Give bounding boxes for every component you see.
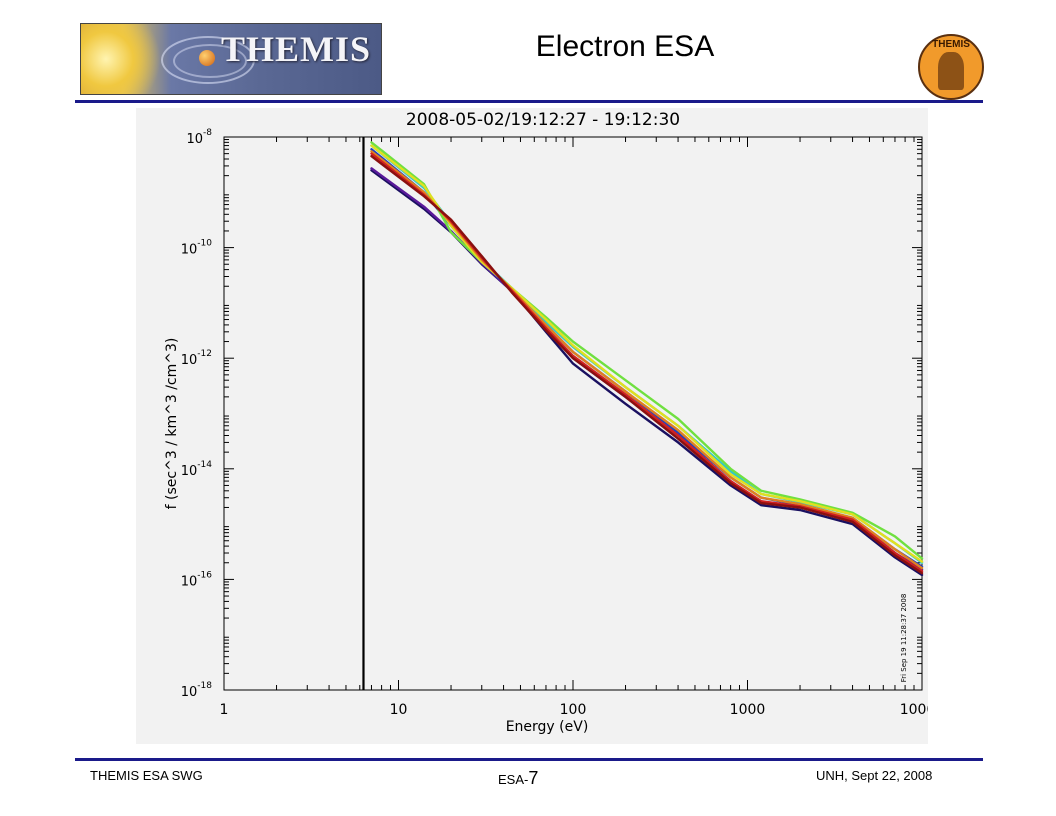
themis-badge-logo: THEMIS	[918, 34, 984, 100]
plot-frame	[223, 136, 923, 691]
themis-logo: THEMIS	[80, 23, 382, 95]
header-divider	[75, 100, 983, 103]
footer-left: THEMIS ESA SWG	[90, 768, 203, 783]
y-tick-label: 10-18	[181, 681, 213, 700]
series-line	[370, 144, 924, 563]
series-line	[370, 150, 924, 570]
footer-page-number: 7	[528, 768, 539, 788]
x-tick-label: 10	[390, 702, 408, 718]
y-tick-label: 10-14	[181, 460, 213, 479]
plot-background	[136, 108, 928, 744]
footer-right: UNH, Sept 22, 2008	[816, 768, 933, 783]
x-axis-label: Energy (eV)	[506, 719, 589, 735]
series-line	[370, 155, 924, 575]
y-tick-label: 10-8	[186, 128, 212, 147]
logo-wordmark: THEMIS	[221, 29, 372, 69]
magnetosphere-graphic	[161, 36, 255, 84]
sun-graphic	[81, 24, 161, 94]
y-tick-label: 10-16	[181, 570, 213, 589]
x-tick-label: 10000	[900, 702, 928, 718]
y-tick-label: 10-10	[181, 239, 213, 258]
plot-timestamp-annotation: Fri Sep 19 11:28:37 2008	[900, 594, 908, 683]
series-line	[370, 141, 924, 560]
series-line	[370, 148, 924, 568]
page-title: Electron ESA	[535, 30, 715, 63]
earth-graphic	[199, 50, 215, 66]
chart-title: 2008-05-02/19:12:27 - 19:12:30	[406, 110, 680, 130]
series-line	[370, 144, 924, 564]
footer-page-label: ESA-	[498, 772, 529, 787]
badge-figure-icon	[938, 52, 964, 90]
x-tick-label: 1	[220, 702, 229, 718]
x-tick-label: 100	[560, 702, 587, 718]
badge-wordmark: THEMIS	[932, 39, 970, 50]
x-tick-label: 1000	[730, 702, 766, 718]
magnetosphere-inner-graphic	[173, 44, 247, 78]
chart: 2008-05-02/19:12:27 - 19:12:30 1 10 100 1000…	[164, 110, 928, 735]
y-axis-label: f (sec^3 / km^3 /cm^3)	[164, 338, 180, 510]
footer-page: ESA-7	[498, 768, 538, 789]
y-tick-label: 10-12	[181, 349, 212, 368]
footer-divider	[75, 758, 983, 761]
